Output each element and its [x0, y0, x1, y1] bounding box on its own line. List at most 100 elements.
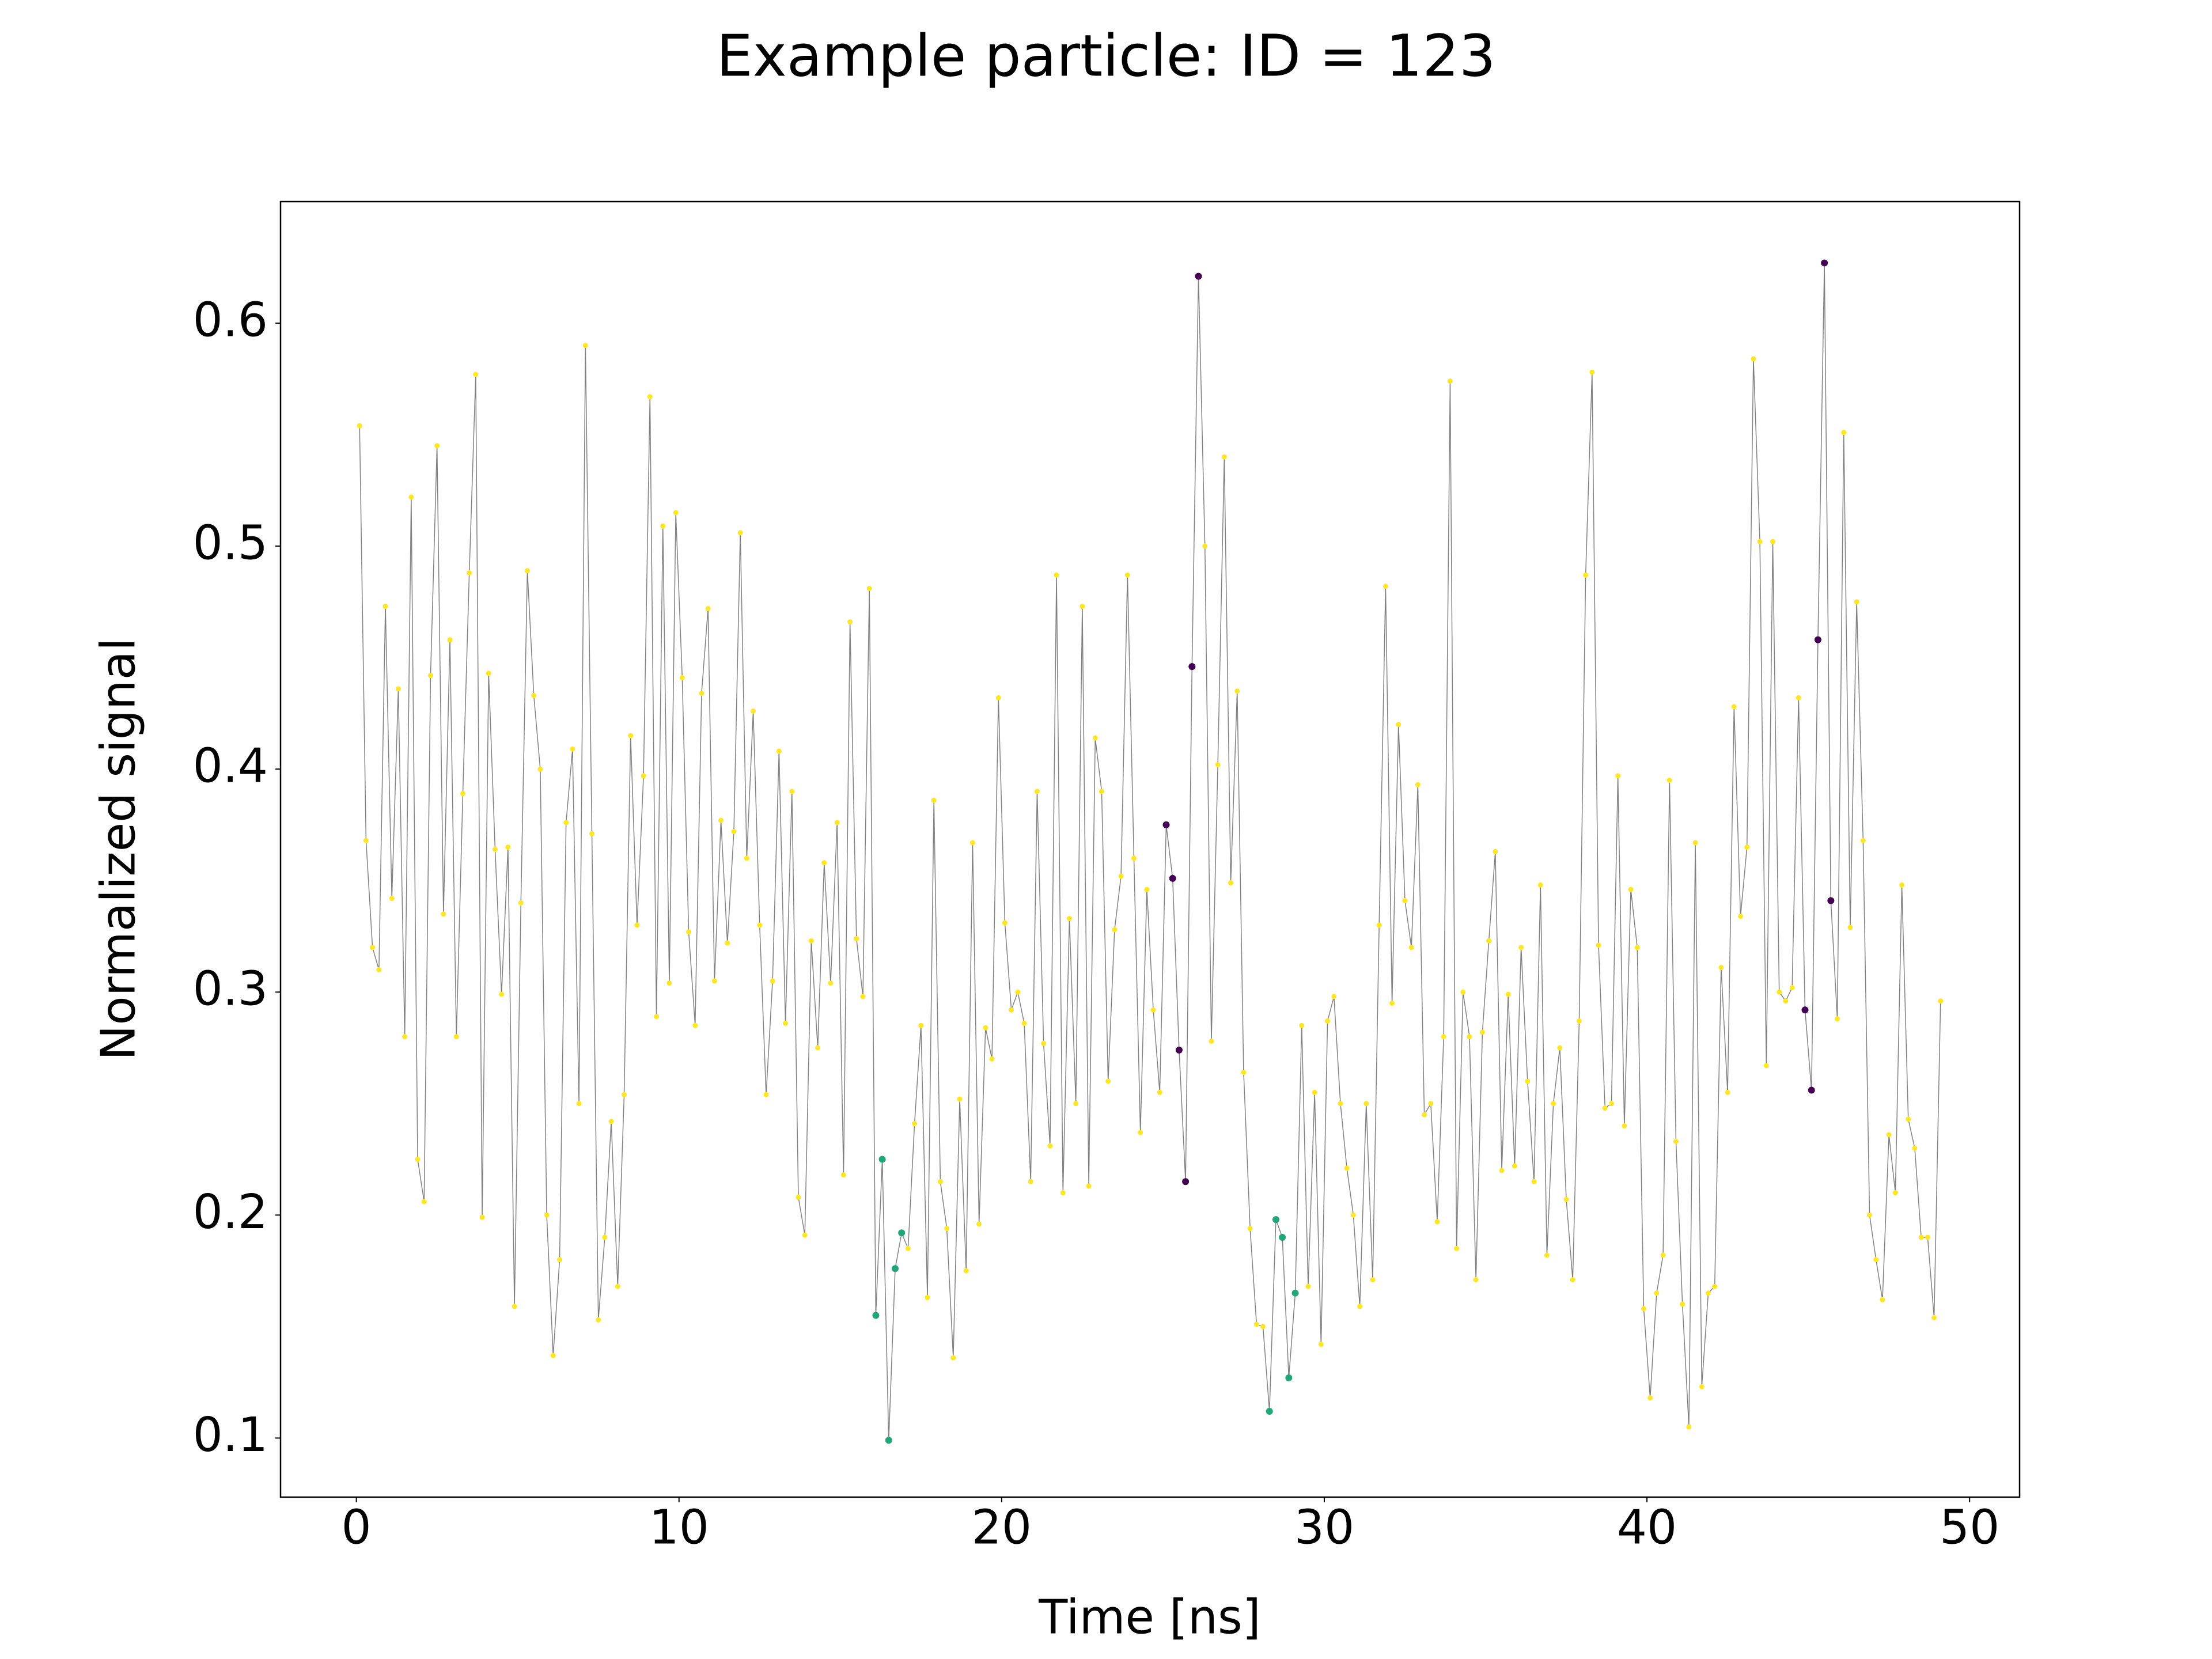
data-point	[1899, 882, 1905, 888]
data-point	[389, 896, 395, 902]
data-point	[770, 978, 775, 984]
data-point	[1260, 1324, 1266, 1330]
data-point	[892, 1265, 899, 1272]
plot-frame	[279, 200, 2021, 1498]
data-point	[789, 789, 795, 794]
data-point	[957, 1096, 963, 1102]
data-point	[1434, 1219, 1440, 1225]
data-point	[1525, 1078, 1531, 1084]
data-point	[1873, 1257, 1879, 1263]
data-point	[751, 709, 756, 714]
data-point	[1073, 1101, 1079, 1107]
data-point	[1118, 873, 1124, 879]
data-point	[1880, 1297, 1885, 1302]
data-point	[1705, 1290, 1711, 1296]
data-point	[1673, 1139, 1679, 1145]
data-point	[1182, 1178, 1190, 1185]
data-point	[1370, 1277, 1376, 1283]
data-point	[505, 844, 511, 850]
data-point	[1363, 1101, 1369, 1107]
data-point	[918, 1022, 924, 1028]
data-point	[615, 1283, 620, 1289]
data-point	[1047, 1143, 1053, 1149]
data-point	[1576, 1018, 1582, 1024]
data-point	[783, 1020, 789, 1026]
data-point	[699, 691, 704, 696]
data-point	[1272, 1216, 1279, 1224]
data-point	[983, 1025, 988, 1031]
data-point	[628, 733, 634, 738]
data-point	[1551, 1101, 1556, 1107]
data-point	[1544, 1252, 1550, 1258]
data-point	[757, 922, 763, 928]
data-point	[518, 900, 524, 906]
data-point	[1531, 1179, 1537, 1184]
data-point	[1028, 1179, 1033, 1184]
data-point	[415, 1157, 421, 1162]
data-point	[1241, 1070, 1247, 1075]
data-point	[1847, 925, 1853, 930]
data-point	[524, 568, 530, 574]
data-point	[550, 1353, 556, 1358]
data-point	[1318, 1342, 1324, 1347]
data-point	[1827, 897, 1835, 904]
data-point	[1266, 1407, 1273, 1415]
data-point	[834, 820, 840, 825]
y-tick-label: 0.2	[193, 1185, 268, 1240]
data-point	[1796, 695, 1801, 700]
data-point	[1150, 1007, 1156, 1013]
data-point	[1331, 994, 1337, 999]
data-point	[1344, 1165, 1350, 1171]
data-point	[1608, 1101, 1614, 1107]
data-point	[1692, 840, 1698, 846]
data-point	[622, 1092, 627, 1097]
data-point	[647, 394, 653, 400]
data-point	[499, 991, 505, 997]
data-point	[1202, 543, 1208, 549]
data-point	[963, 1268, 969, 1274]
data-point	[1215, 762, 1221, 767]
data-point	[1002, 920, 1007, 926]
data-point	[1712, 1283, 1718, 1289]
y-tick-label: 0.1	[193, 1408, 268, 1463]
data-point	[1505, 991, 1511, 997]
data-point	[878, 1156, 886, 1163]
data-point	[1162, 821, 1170, 828]
data-point	[1570, 1277, 1575, 1283]
data-point	[1854, 599, 1859, 605]
data-point	[1634, 945, 1640, 950]
data-point	[854, 935, 859, 941]
data-point	[1312, 1089, 1317, 1095]
data-point	[1615, 773, 1621, 779]
data-point	[1441, 1034, 1446, 1040]
data-point	[582, 343, 588, 349]
data-point	[1537, 882, 1543, 888]
data-point	[1408, 945, 1414, 950]
data-point	[1338, 1101, 1343, 1107]
data-point	[937, 1179, 943, 1184]
y-tick-label: 0.6	[193, 293, 268, 347]
data-point	[976, 1221, 982, 1227]
data-point	[1454, 1245, 1460, 1251]
data-point	[1086, 1183, 1092, 1189]
data-point	[1279, 1234, 1286, 1241]
data-point	[718, 817, 724, 823]
data-point	[395, 686, 401, 692]
data-point	[563, 820, 569, 825]
data-point	[885, 1437, 892, 1444]
data-point	[731, 829, 737, 835]
data-point	[660, 523, 666, 529]
data-point	[1718, 965, 1724, 971]
data-point	[1188, 663, 1196, 671]
data-point	[1402, 898, 1408, 904]
data-point	[544, 1212, 550, 1218]
data-point	[1060, 1190, 1066, 1196]
y-axis-label: Normalized signal	[91, 638, 146, 1060]
data-point	[1789, 984, 1795, 990]
data-point	[1731, 704, 1737, 710]
data-point	[1080, 604, 1085, 609]
data-point	[654, 1014, 660, 1020]
data-point	[1835, 1016, 1840, 1022]
data-point	[1299, 1022, 1305, 1028]
